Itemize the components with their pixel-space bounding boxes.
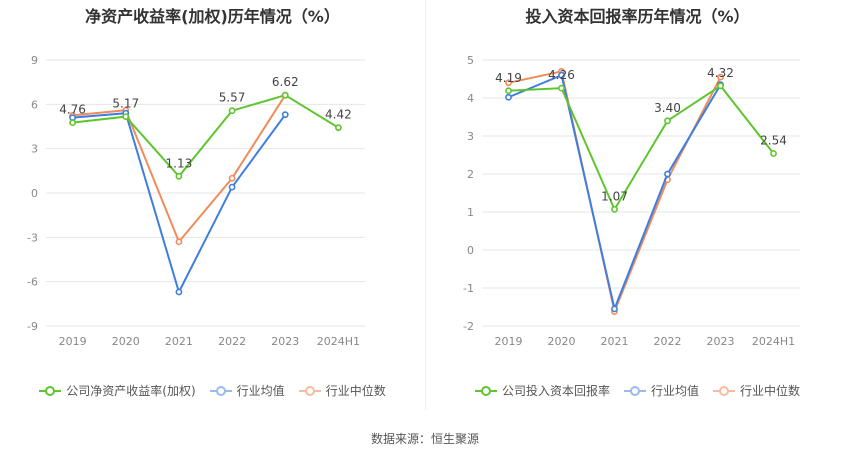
x-tick-label: 2021 [601, 335, 629, 348]
data-label: 4.76 [59, 103, 86, 117]
legend-label: 公司净资产收益率(加权) [66, 384, 196, 398]
chart-legend: 公司净资产收益率(加权) 行业均值 行业中位数 [0, 382, 425, 399]
y-tick-label: 4 [467, 92, 474, 105]
roic-line-chart: 5 4 3 2 1 0 -1 -2 2019 2020 2021 2022 2023 2024H1 4.19… [463, 54, 800, 348]
y-tick-label: 0 [31, 187, 38, 200]
x-tick-label: 2024H1 [752, 335, 795, 348]
panel-divider [425, 0, 426, 410]
legend-label: 行业中位数 [740, 384, 801, 398]
data-point [505, 87, 512, 95]
data-point [69, 119, 76, 127]
x-tick-label: 2023 [271, 335, 299, 348]
chart-title: 投入资本回报率历年情况（%） [525, 7, 750, 26]
data-source-note: 数据来源：恒生聚源 [370, 432, 479, 446]
y-tick-label: 1 [467, 206, 474, 219]
data-point [505, 79, 512, 87]
y-tick-label: 0 [467, 244, 474, 257]
y-tick-label: 2 [467, 168, 474, 181]
legend-item-industry-average[interactable]: 行业均值 [623, 382, 699, 399]
data-label: 5.17 [112, 97, 139, 111]
data-point [281, 91, 289, 99]
data-point [335, 124, 342, 132]
legend-label: 行业均值 [650, 384, 699, 398]
roic-chart-panel: 投入资本回报率历年情况（%） 5 4 3 2 1 0 -1 -2 2019 2020 2021 202… [425, 0, 850, 410]
x-tick-label: 2024H1 [317, 335, 360, 348]
x-tick-label: 2023 [707, 335, 735, 348]
chart-title: 净资产收益率(加权)历年情况（%） [85, 7, 340, 26]
x-tick-label: 2019 [59, 335, 87, 348]
data-label: 4.42 [325, 108, 352, 122]
x-tick-label: 2020 [548, 335, 576, 348]
y-tick-label: -6 [27, 276, 38, 289]
data-point [175, 288, 183, 296]
x-tick-label: 2022 [218, 335, 246, 348]
data-point [228, 183, 236, 191]
roe-chart-panel: 净资产收益率(加权)历年情况（%） 9 6 3 0 -3 -6 -9 2019 2020 2021… [0, 0, 425, 410]
data-point [611, 205, 618, 213]
series-line-1 [72, 112, 287, 295]
legend-item-company[interactable]: 公司投入资本回报率 [474, 382, 610, 399]
data-label: 4.19 [495, 71, 522, 85]
data-point [175, 172, 183, 180]
legend-item-industry-median[interactable]: 行业中位数 [298, 382, 386, 399]
data-label: 6.62 [272, 75, 299, 89]
legend-label: 公司投入资本回报率 [501, 384, 610, 398]
data-label: 2.54 [760, 133, 787, 147]
y-tick-label: -3 [27, 231, 38, 244]
data-label: 4.26 [548, 68, 575, 82]
series-line-0 [72, 94, 339, 178]
legend-item-industry-median[interactable]: 行业中位数 [713, 382, 800, 399]
data-point [717, 82, 724, 90]
data-point [611, 305, 618, 313]
data-point [228, 174, 236, 182]
data-point [228, 107, 236, 115]
x-tick-label: 2020 [112, 335, 140, 348]
data-point [122, 113, 130, 120]
y-tick-label: -2 [463, 320, 474, 333]
legend-item-industry-average[interactable]: 行业均值 [209, 382, 285, 399]
legend-line-icon [39, 385, 62, 397]
data-point [770, 150, 777, 157]
y-tick-label: -1 [463, 282, 474, 295]
legend-item-company[interactable]: 公司净资产收益率(加权) [39, 382, 196, 399]
data-label: 1.07 [601, 189, 628, 203]
y-tick-label: -9 [27, 320, 38, 333]
x-tick-label: 2021 [165, 335, 193, 348]
x-tick-label: 2022 [654, 335, 682, 348]
y-tick-label: 3 [31, 143, 38, 156]
legend-line-icon [209, 385, 232, 397]
data-point [664, 117, 671, 125]
data-point [558, 84, 565, 92]
chart-legend: 公司投入资本回报率 行业均值 行业中位数 [425, 382, 850, 399]
legend-line-icon [298, 385, 321, 397]
data-label: 5.57 [219, 91, 246, 105]
data-point [175, 238, 183, 246]
y-tick-label: 9 [31, 54, 38, 67]
roe-line-chart: 9 6 3 0 -3 -6 -9 2019 2020 2021 2022 2023 2024H1 4.76… [27, 54, 365, 348]
data-point [558, 71, 565, 79]
data-point [717, 73, 724, 81]
legend-label: 行业中位数 [325, 384, 386, 398]
y-tick-label: 5 [467, 54, 474, 67]
series-line-0 [508, 84, 775, 212]
legend-line-icon [713, 385, 735, 397]
data-label: 4.32 [707, 66, 734, 80]
y-tick-label: 3 [467, 130, 474, 143]
data-label: 1.13 [166, 156, 193, 170]
y-tick-label: 6 [31, 98, 38, 111]
data-point [505, 93, 512, 101]
data-label: 3.40 [654, 101, 681, 115]
data-point [664, 170, 671, 178]
legend-label: 行业均值 [236, 384, 285, 398]
x-tick-label: 2019 [495, 335, 523, 348]
legend-line-icon [623, 385, 646, 397]
legend-line-icon [474, 385, 497, 397]
data-point [281, 111, 289, 119]
